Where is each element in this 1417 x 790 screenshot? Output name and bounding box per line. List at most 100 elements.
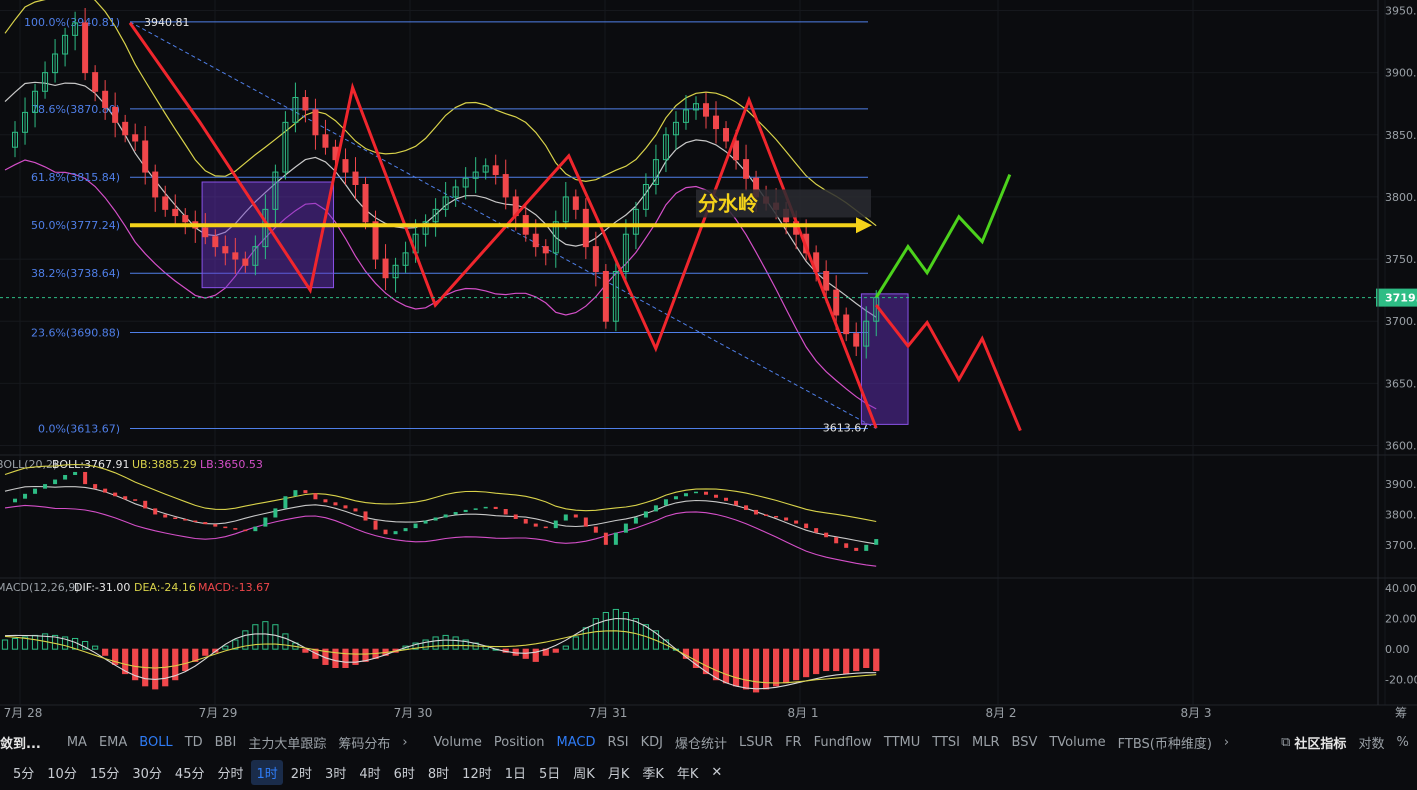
timeframe-10分[interactable]: 10分 bbox=[47, 766, 77, 782]
candle-up bbox=[32, 90, 39, 113]
mini-candle bbox=[143, 500, 148, 509]
mini-candle bbox=[764, 514, 769, 516]
candlestick-chart[interactable]: 100.0%(3940.81) 78.6%(3870.80) 61.8%(3815.… bbox=[0, 0, 1417, 725]
macd-bar-positive bbox=[612, 608, 619, 650]
indicator-ema[interactable]: EMA bbox=[98, 734, 128, 750]
bullish-projection bbox=[874, 174, 1012, 299]
timeframe-45分[interactable]: 45分 bbox=[174, 766, 205, 782]
macd-bar-negative bbox=[722, 648, 730, 684]
mini-candle bbox=[663, 499, 668, 506]
candle-down bbox=[92, 72, 99, 92]
mini-candle bbox=[43, 484, 48, 489]
timeframe-分时[interactable]: 分时 bbox=[217, 766, 244, 782]
close-icon[interactable]: ✕ bbox=[711, 764, 723, 780]
percent-toggle[interactable]: % bbox=[1396, 734, 1409, 750]
indicator-liquidation[interactable]: 爆仓统计 bbox=[675, 736, 728, 752]
community-indicators[interactable]: 社区指标 bbox=[1294, 736, 1347, 752]
indicator-td[interactable]: TD bbox=[184, 734, 203, 750]
mini-boll-middle bbox=[4, 485, 877, 545]
external-link-icon[interactable]: ⧉ bbox=[1281, 734, 1291, 750]
mini-candle bbox=[333, 502, 338, 506]
timeframe-1日[interactable]: 1日 bbox=[504, 766, 526, 782]
mini-candle bbox=[393, 531, 398, 535]
candle-down bbox=[142, 140, 149, 173]
candle-down bbox=[202, 227, 209, 238]
indicator-rsi[interactable]: RSI bbox=[607, 734, 629, 750]
indicator-kdj[interactable]: KDJ bbox=[640, 734, 663, 750]
macd-bar-positive bbox=[442, 634, 449, 650]
macd-bar-negative bbox=[873, 648, 880, 672]
macd-axis-tick: 0.00 bbox=[1385, 643, 1410, 656]
indicator-macd[interactable]: MACD bbox=[556, 734, 596, 750]
indicator-ttsi[interactable]: TTSI bbox=[932, 734, 960, 750]
chevron-right-icon[interactable]: › bbox=[402, 734, 408, 750]
mini-candle bbox=[233, 528, 238, 530]
candle-down bbox=[302, 96, 309, 111]
low-price-annotation: 3613.67 bbox=[823, 422, 869, 435]
indicator-ttmu[interactable]: TTMU bbox=[883, 734, 921, 750]
timeframe-4时[interactable]: 4时 bbox=[359, 766, 381, 782]
boll-upper-value: UB:3885.29 bbox=[132, 458, 197, 471]
toolbar-left-label[interactable]: 敛到... bbox=[0, 736, 41, 752]
macd-bar-negative bbox=[692, 648, 700, 669]
timeframe-8时[interactable]: 8时 bbox=[427, 766, 450, 782]
timeframe-30分[interactable]: 30分 bbox=[132, 766, 162, 782]
mini-candle bbox=[703, 491, 708, 495]
indicator-ftbs[interactable]: FTBS(币种维度) bbox=[1117, 736, 1212, 752]
mini-candle bbox=[814, 528, 819, 533]
boll-upper-band bbox=[4, 0, 877, 227]
candle-down bbox=[582, 208, 589, 248]
indicator-bsv[interactable]: BSV bbox=[1011, 734, 1038, 750]
mini-candle bbox=[824, 532, 829, 538]
indicator-mlr[interactable]: MLR bbox=[972, 734, 1000, 750]
timeframe-季K[interactable]: 季K bbox=[642, 766, 664, 782]
indicator-position[interactable]: Position bbox=[493, 734, 545, 750]
timeframe-5日[interactable]: 5日 bbox=[539, 766, 561, 782]
mini-candle bbox=[183, 519, 188, 521]
macd-bar-positive bbox=[572, 636, 579, 650]
timeframe-15分[interactable]: 15分 bbox=[89, 766, 120, 782]
indicator-bbi[interactable]: BBI bbox=[214, 734, 237, 750]
macd-bar-positive bbox=[21, 636, 29, 650]
macd-bar-negative bbox=[843, 648, 850, 675]
indicator-chip-distribution[interactable]: 筹码分布 bbox=[338, 736, 391, 752]
indicator-fr[interactable]: FR bbox=[785, 734, 802, 750]
mini-candle bbox=[123, 496, 128, 500]
indicator-volume[interactable]: Volume bbox=[433, 734, 482, 750]
fib-level-label: 0.0%(3613.67) bbox=[38, 423, 120, 436]
candle-down bbox=[242, 258, 249, 266]
macd-bar-positive bbox=[462, 639, 469, 650]
macd-dif-line bbox=[4, 617, 877, 690]
indicator-main-force[interactable]: 主力大单跟踪 bbox=[248, 736, 327, 752]
timeframe-12时[interactable]: 12时 bbox=[462, 766, 492, 782]
log-scale-toggle[interactable]: 对数 bbox=[1358, 736, 1385, 752]
macd-bar-positive bbox=[452, 636, 459, 650]
indicator-lsur[interactable]: LSUR bbox=[739, 734, 774, 750]
mini-candle bbox=[633, 517, 638, 524]
candle-down bbox=[352, 171, 359, 185]
macd-bar-positive bbox=[582, 627, 589, 650]
timeframe-周K[interactable]: 周K bbox=[573, 766, 595, 782]
mini-candle bbox=[834, 537, 839, 544]
candle-down bbox=[702, 103, 709, 117]
timeframe-5分[interactable]: 5分 bbox=[13, 766, 35, 782]
timeframe-1时[interactable]: 1时 bbox=[251, 759, 283, 785]
candle-down bbox=[132, 134, 139, 142]
timeframe-2时[interactable]: 2时 bbox=[290, 766, 313, 782]
timeframe-月K[interactable]: 月K bbox=[607, 766, 630, 782]
macd-bar-negative bbox=[122, 648, 129, 675]
indicator-fundflow[interactable]: Fundflow bbox=[813, 734, 872, 750]
timeframe-年K[interactable]: 年K bbox=[676, 766, 699, 782]
candle-down bbox=[602, 271, 609, 322]
mini-candle bbox=[543, 526, 548, 529]
chevron-right-icon[interactable]: › bbox=[1223, 734, 1230, 750]
indicator-tvolume[interactable]: TVolume bbox=[1049, 734, 1106, 750]
timeframe-3时[interactable]: 3时 bbox=[325, 766, 347, 782]
mini-candle bbox=[553, 520, 558, 529]
indicator-boll[interactable]: BOLL bbox=[139, 734, 173, 750]
mini-candle bbox=[403, 528, 408, 532]
candle-up bbox=[692, 103, 699, 111]
indicator-ma[interactable]: MA bbox=[66, 734, 87, 750]
candle-down bbox=[342, 159, 349, 173]
timeframe-6时[interactable]: 6时 bbox=[393, 766, 415, 782]
